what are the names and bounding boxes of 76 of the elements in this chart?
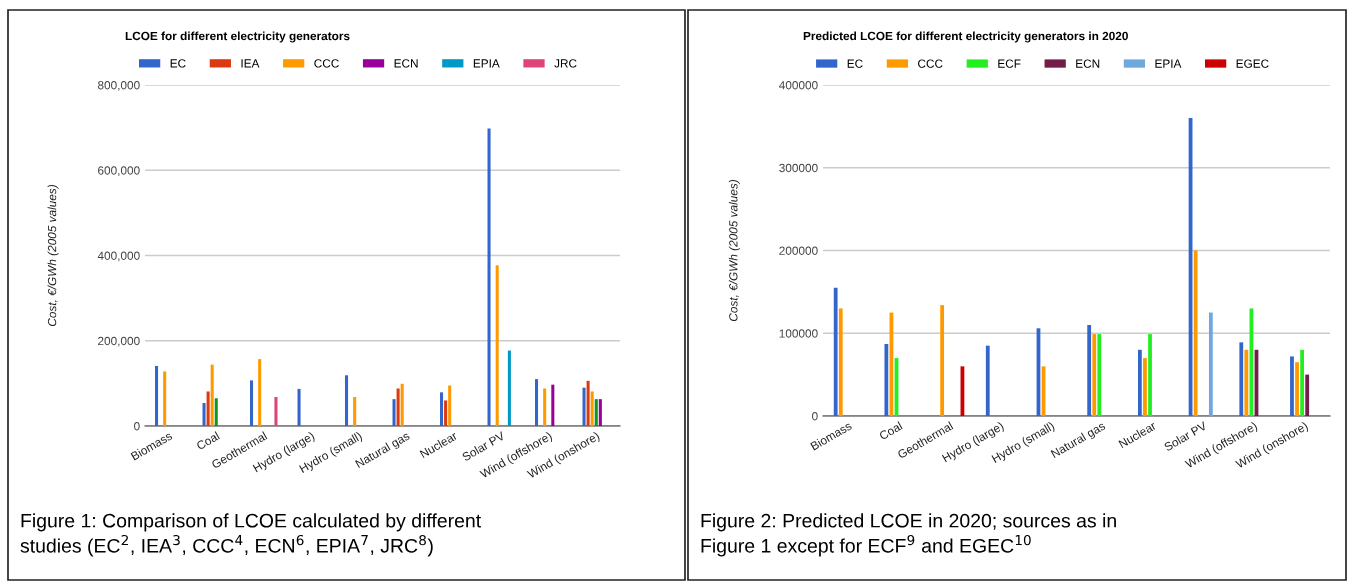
bar [1244,349,1249,416]
y-tick-label: 800,000 [97,81,140,91]
bar [1137,349,1142,416]
bar [1305,374,1310,416]
bar [1300,349,1305,416]
bar [206,391,210,426]
bar [1295,362,1299,416]
bar [155,365,159,426]
bar [297,388,301,426]
bar [440,392,444,426]
bar [250,380,254,426]
bar [1097,334,1102,416]
y-tick-label: 400000 [779,81,818,90]
legend-label: EC [170,59,186,68]
bar [448,385,452,426]
bar [1087,324,1092,416]
bar [487,128,491,426]
bar [392,399,396,426]
legend-label: EPIA [1155,59,1182,68]
legend-label: JRC [554,59,577,68]
y-axis-title: Cost, €/GWh (2005 values) [728,180,740,322]
bar [590,391,594,426]
bar [507,350,511,426]
legend-label: ECN [394,59,418,68]
legend-label: IEA [241,59,260,68]
bar [1143,358,1147,416]
legend-label: ECF [998,59,1021,68]
legend-label: EPIA [473,59,500,68]
bar [258,359,262,426]
bar [884,344,889,416]
caption: Figure 2: Predicted LCOE in 2020; sources as in Figure 1 except for ECF$^{9}$ and EGEC$^{10}$ [701,513,1116,557]
legend-label: EC [847,59,863,68]
bar [1239,342,1244,416]
bar [444,400,448,426]
bar [400,383,404,426]
bar [1148,334,1152,416]
bar [1193,250,1198,416]
legend-label: ECN [1076,59,1100,68]
bar [353,397,357,426]
legend-label: CCC [314,59,339,68]
legend-label: CCC [918,59,943,68]
bar [202,402,206,426]
bar [274,397,278,426]
bar [985,345,990,416]
chart-title: Predicted LCOE for different electricity generators in 2020 [803,31,1128,43]
bar [345,375,349,426]
bar [163,371,167,426]
y-tick-label: 0 [134,422,140,431]
y-tick-label: 200000 [779,246,818,255]
bar [543,388,547,426]
bar [1092,334,1097,416]
y-tick-label: 0 [812,412,818,421]
bar [594,399,598,426]
bar [1208,312,1213,416]
text: Figure 1: Comparison of LCOE calculated by different studies (EC$^{2}$, IEA$^{3}$, CCC$^{4}$, ECN$^{6}$, EPIA$^{7}$, JRC$^{8}$) [20,513,482,557]
bar [396,388,400,426]
y-axis-title: Cost, €/GWh (2005 values) [47,185,59,327]
bar [551,384,555,426]
y-tick-label: 200,000 [98,336,140,347]
bar [586,380,590,426]
y-tick-label: 400,000 [97,251,140,262]
legend-label: EGEC [1236,59,1269,68]
bar [1290,356,1294,416]
bar [833,287,838,416]
y-tick-label: 300000 [779,163,818,173]
bar [214,398,218,426]
bar [210,364,214,426]
bar [535,379,539,426]
y-tick-label: 100000 [779,329,818,338]
bar [495,265,499,426]
bar [940,305,945,416]
y-tick-label: 600,000 [98,166,140,177]
chart-title: LCOE for different electricity generators [125,31,350,43]
bar [838,308,843,416]
bar [582,387,586,426]
bar [598,399,602,426]
